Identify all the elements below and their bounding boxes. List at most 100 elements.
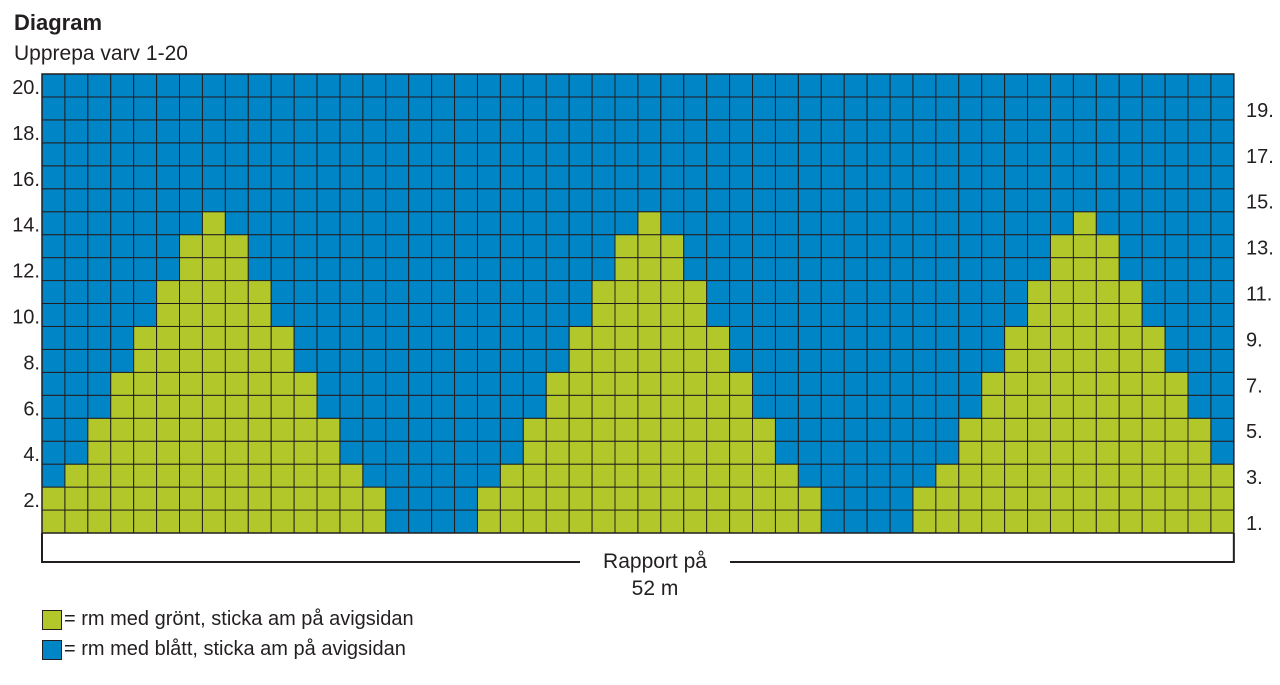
grid-cell [545,325,570,350]
grid-cell [1072,325,1097,350]
grid-cell [247,325,272,350]
grid-cell [866,303,891,327]
grid-cell [591,234,616,259]
grid-cell [981,142,1006,167]
grid-cell [912,257,937,282]
grid-cell [729,234,754,259]
grid-cell [774,211,799,236]
grid-cell [499,142,524,167]
grid-cell [797,188,822,213]
grid-cell [591,280,616,304]
grid-cell [706,257,731,282]
grid-cell [224,463,249,488]
grid-cell [660,417,685,442]
grid-cell [843,96,868,121]
grid-cell [820,211,845,236]
grid-cell [843,211,868,236]
grid-cell [201,211,226,236]
grid-cell [912,509,937,534]
grid-cell [1095,142,1120,167]
grid-cell [729,257,754,282]
grid-cell [1072,463,1097,488]
grid-cell [797,440,822,465]
grid-cell [87,394,112,419]
grid-cell [476,394,501,419]
grid-cell [133,303,158,327]
grid-cell [591,165,616,190]
grid-cell [41,486,66,511]
grid-cell [1210,486,1235,511]
grid-cell [545,463,570,488]
grid-cell [912,234,937,259]
grid-cell [247,348,272,373]
grid-cell [1164,394,1189,419]
grid-cell [408,119,433,144]
grid-cell [293,119,318,144]
grid-cell [87,348,112,373]
grid-cell [614,486,639,511]
grid-cell [1027,119,1051,144]
grid-cell [843,142,868,167]
grid-cell [1164,348,1189,373]
grid-cell [935,119,960,144]
grid-cell [637,394,662,419]
grid-cell [201,440,226,465]
green-swatch [42,609,62,630]
grid-cell [179,394,203,419]
grid-cell [156,463,181,488]
grid-cell [270,371,295,396]
grid-cell [408,371,433,396]
grid-cell [247,165,272,190]
grid-cell [660,96,685,121]
grid-cell [179,486,203,511]
grid-cell [591,394,616,419]
grid-cell [454,394,478,419]
grid-cell [385,303,410,327]
grid-cell [408,440,433,465]
grid-cell [201,394,226,419]
grid-cell [820,394,845,419]
grid-cell [339,73,364,98]
grid-cell [1187,280,1212,304]
grid-cell [385,509,410,534]
grid-cell [889,371,914,396]
grid-cell [87,165,112,190]
grid-cell [1141,348,1166,373]
row-label-right: 19. [1246,100,1274,122]
grid-cell [522,280,547,304]
grid-cell [1164,211,1189,236]
grid-cell [224,417,249,442]
grid-cell [752,257,776,282]
grid-cell [156,417,181,442]
grid-cell [958,417,983,442]
grid-cell [64,257,89,282]
grid-cell [1027,463,1051,488]
grid-cell [866,211,891,236]
grid-cell [568,188,593,213]
grid-cell [1118,371,1143,396]
grid-cell [1210,234,1235,259]
grid-cell [316,394,341,419]
grid-cell [247,188,272,213]
legend-green-text: = rm med grönt, sticka am på avigsidan [64,608,414,630]
grid-cell [958,142,983,167]
grid-cell [706,119,731,144]
grid-cell [774,188,799,213]
grid-cell [1164,119,1189,144]
grid-cell [64,509,89,534]
grid-cell [1027,440,1051,465]
grid-cell [660,348,685,373]
grid-cell [522,463,547,488]
grid-cell [270,211,295,236]
grid-cell [1210,96,1235,121]
grid-cell [1072,211,1097,236]
grid-cell [224,119,249,144]
grid-cell [797,96,822,121]
grid-cell [660,325,685,350]
grid-cell [683,188,708,213]
grid-cell [958,165,983,190]
grid-cell [568,348,593,373]
grid-cell [889,509,914,534]
grid-cell [247,486,272,511]
grid-cell [454,73,478,98]
